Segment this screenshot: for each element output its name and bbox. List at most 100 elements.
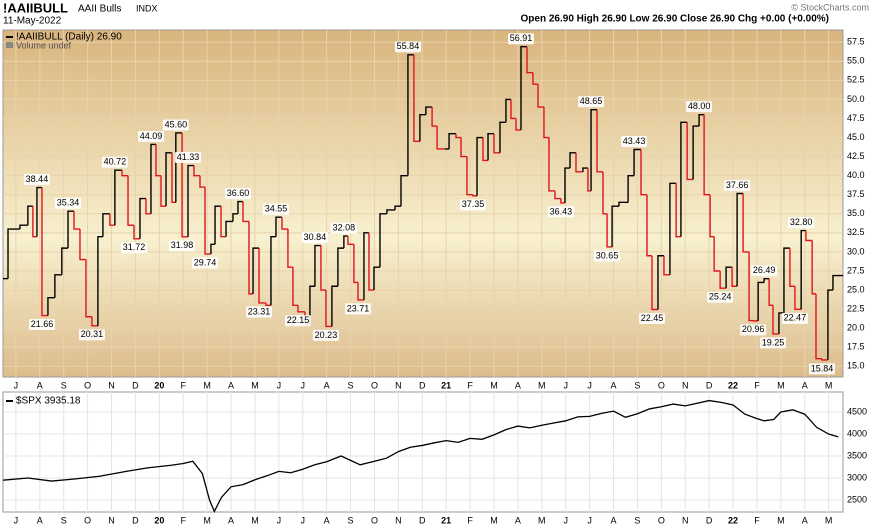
step-segment [407, 54, 414, 176]
value-label: 15.84 [811, 363, 834, 373]
x-tick-label: 21 [441, 380, 451, 390]
step-segment [587, 168, 592, 192]
step-segment [757, 281, 765, 321]
step-segment [772, 305, 779, 335]
step-segment [181, 132, 189, 238]
value-label: 37.35 [462, 199, 485, 209]
value-label-box [508, 33, 535, 45]
y-tick-label: 27.5 [847, 265, 865, 275]
value-label: 38.44 [26, 174, 49, 184]
step-segment [582, 167, 588, 172]
x-tick-label: J [277, 380, 282, 390]
step-segment [560, 198, 565, 204]
x-tick-label: S [348, 380, 354, 390]
x-tick-label: M [490, 515, 498, 525]
x-tick-label: J [14, 380, 19, 390]
y-tick-label: 32.5 [847, 227, 865, 237]
step-segment [265, 302, 271, 307]
x-tick-label: D [419, 515, 426, 525]
step-segment [297, 305, 305, 313]
step-segment [145, 198, 151, 215]
x-tick-label: S [61, 515, 67, 525]
value-label-box [191, 257, 218, 269]
step-segment [237, 200, 243, 214]
step-segment [725, 266, 733, 289]
volume-note: Volume undef [16, 40, 72, 50]
step-segment [472, 194, 478, 197]
value-label: 48.65 [580, 96, 603, 106]
step-segment [627, 174, 635, 203]
step-segment [379, 213, 387, 268]
x-tick-label: O [658, 515, 665, 525]
value-label: 56.91 [510, 33, 533, 43]
value-label-box [120, 242, 147, 254]
value-label-box [78, 329, 105, 341]
value-label: 20.96 [742, 324, 765, 334]
step-segment [171, 152, 176, 204]
step-segment [67, 210, 74, 249]
x-tick-label: F [754, 380, 760, 390]
x-tick-label: N [395, 515, 402, 525]
step-segment [602, 171, 608, 215]
value-label-box [28, 319, 55, 331]
step-segment [482, 137, 489, 162]
step-segment [292, 267, 298, 307]
step-segment [548, 137, 555, 192]
value-label: 34.55 [265, 204, 288, 214]
x-tick-label: O [371, 380, 378, 390]
y-tick-label: 52.5 [847, 75, 865, 85]
value-label: 23.31 [248, 306, 271, 316]
x-tick-label: N [108, 380, 115, 390]
step-segment [109, 213, 115, 226]
value-label-box [284, 315, 311, 327]
value-label: 36.60 [227, 188, 250, 198]
value-label-box [137, 130, 164, 142]
step-segment [47, 296, 55, 316]
step-segment [493, 133, 500, 154]
step-segment [832, 274, 843, 291]
y-tick-label: 4000 [847, 428, 867, 438]
step-segment [466, 156, 473, 196]
step-segment [590, 108, 598, 191]
step-segment [505, 98, 511, 123]
step-segment [337, 247, 344, 287]
step-segment [618, 201, 625, 207]
security-name: AAII Bulls [78, 4, 121, 15]
step-segment [692, 125, 700, 180]
x-tick-label: M [777, 515, 785, 525]
x-tick-label: A [324, 380, 330, 390]
step-segment [7, 228, 20, 279]
step-segment [281, 217, 288, 230]
value-label: 45.60 [165, 119, 188, 129]
step-segment [54, 274, 62, 298]
step-segment [400, 174, 408, 207]
step-segment [487, 133, 494, 161]
x-tick-label: J [301, 380, 306, 390]
step-segment [309, 285, 315, 325]
x-tick-label: 20 [154, 380, 164, 390]
x-tick-label: O [371, 515, 378, 525]
value-label-box [23, 174, 50, 186]
x-tick-label: 22 [728, 380, 738, 390]
y-tick-label: 15.0 [847, 361, 865, 371]
date: 11-May-2022 [3, 16, 62, 27]
step-segment [187, 164, 194, 237]
step-segment [499, 121, 506, 153]
x-tick-label: A [228, 515, 234, 525]
step-segment [800, 229, 806, 310]
x-tick-label: F [180, 380, 186, 390]
step-segment [175, 132, 183, 203]
step-segment [353, 244, 358, 284]
step-segment [606, 213, 613, 248]
value-label: 20.23 [315, 330, 338, 340]
y-tick-label: 17.5 [847, 342, 865, 352]
step-segment [193, 165, 200, 177]
step-segment [248, 221, 254, 295]
step-segment [596, 109, 603, 173]
value-label-box [330, 222, 357, 234]
x-tick-label: M [203, 380, 211, 390]
step-segment [789, 248, 795, 287]
step-segment [554, 190, 561, 200]
value-label: 30.65 [596, 250, 619, 260]
value-label-box [707, 291, 734, 303]
